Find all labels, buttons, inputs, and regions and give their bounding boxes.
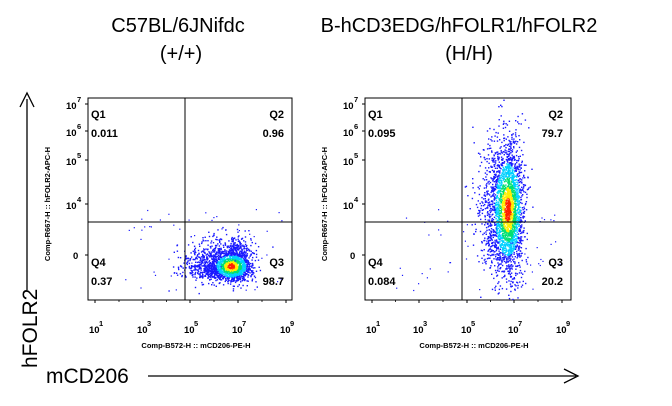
x-tick-label: 10 [232, 325, 243, 336]
panel1-title-line2: (+/+) [160, 43, 202, 65]
y-axis-title: Comp-R667-H :: hFOLR2-APC-H [320, 147, 329, 261]
y-tick-exponent: 4 [77, 195, 82, 204]
quadrant-name: Q3 [548, 257, 563, 269]
y-tick-exponent: 6 [77, 122, 81, 131]
y-tick-label: 0 [73, 251, 78, 262]
x-tick-label: 10 [89, 325, 100, 336]
x-tick-exponent: 1 [376, 319, 380, 328]
plot-frame [87, 97, 293, 301]
event-dots [396, 99, 561, 301]
y-tick-exponent: 4 [354, 195, 359, 204]
y-tick-exponent: 7 [354, 95, 358, 104]
quadrant-name: Q2 [548, 109, 563, 121]
y-axis-title: Comp-R667-H :: hFOLR2-APC-H [43, 147, 52, 261]
y-tick-label: 10 [66, 201, 77, 212]
panel-humanized: Q10.095Q279.7Q320.2Q40.08410110310510710… [320, 95, 572, 350]
panel1-title-line1: C57BL/6JNifdc [111, 15, 244, 37]
x-arrow [148, 368, 580, 384]
y-tick-label: 10 [343, 101, 354, 112]
y-tick-exponent: 5 [354, 151, 358, 160]
y-tick-label: 0 [350, 251, 355, 262]
y-tick-label: 10 [343, 201, 354, 212]
y-tick-label: 10 [343, 157, 354, 168]
quadrant-percent: 0.96 [263, 128, 284, 140]
quadrant-name: Q3 [269, 257, 284, 269]
x-tick-exponent: 5 [194, 319, 198, 328]
x-tick-exponent: 7 [242, 319, 246, 328]
quadrant-name: Q4 [91, 257, 107, 269]
x-tick-exponent: 5 [471, 319, 475, 328]
x-tick-exponent: 9 [290, 319, 294, 328]
quadrant-percent: 0.37 [91, 276, 112, 288]
y-tick-exponent: 5 [77, 151, 81, 160]
quadrant-name: Q1 [91, 109, 106, 121]
quadrant-percent: 98.7 [263, 276, 284, 288]
quadrant-name: Q4 [368, 257, 384, 269]
quadrant-name: Q2 [269, 109, 284, 121]
y-axis-big-label: hFOLR2 [19, 289, 42, 368]
x-tick-exponent: 9 [566, 319, 570, 328]
y-tick-exponent: 6 [354, 122, 358, 131]
x-tick-exponent: 1 [99, 319, 103, 328]
x-tick-label: 10 [184, 325, 195, 336]
panel-c57bl: Q10.011Q20.96Q398.7Q40.37101103105107109… [43, 95, 294, 350]
x-axis-big-label: mCD206 [46, 365, 129, 388]
quadrant-name: Q1 [368, 109, 383, 121]
panel2-title-line2: (H/H) [445, 43, 493, 65]
x-tick-exponent: 3 [423, 319, 427, 328]
x-tick-label: 10 [137, 325, 148, 336]
x-tick-label: 10 [508, 325, 519, 336]
quadrant-percent: 0.011 [91, 128, 118, 140]
x-tick-label: 10 [366, 325, 377, 336]
y-tick-label: 10 [343, 128, 354, 139]
x-tick-label: 10 [556, 325, 567, 336]
x-tick-exponent: 3 [147, 319, 151, 328]
x-axis-title: Comp-B572-H :: mCD206-PE-H [141, 341, 250, 350]
y-tick-label: 10 [66, 128, 77, 139]
x-tick-exponent: 7 [518, 319, 522, 328]
x-tick-label: 10 [413, 325, 424, 336]
y-tick-label: 10 [66, 157, 77, 168]
panel2-title-line1: B-hCD3EDG/hFOLR1/hFOLR2 [321, 15, 598, 37]
x-tick-label: 10 [280, 325, 291, 336]
x-tick-label: 10 [461, 325, 472, 336]
y-arrow [19, 91, 35, 290]
plot-frame [364, 97, 572, 301]
quadrant-percent: 79.7 [542, 128, 563, 140]
y-tick-label: 10 [66, 101, 77, 112]
quadrant-percent: 0.095 [368, 128, 396, 140]
quadrant-percent: 20.2 [542, 276, 563, 288]
x-axis-title: Comp-B572-H :: mCD206-PE-H [419, 341, 528, 350]
y-tick-exponent: 7 [77, 95, 81, 104]
quadrant-percent: 0.084 [368, 276, 396, 288]
event-dots [125, 209, 283, 295]
